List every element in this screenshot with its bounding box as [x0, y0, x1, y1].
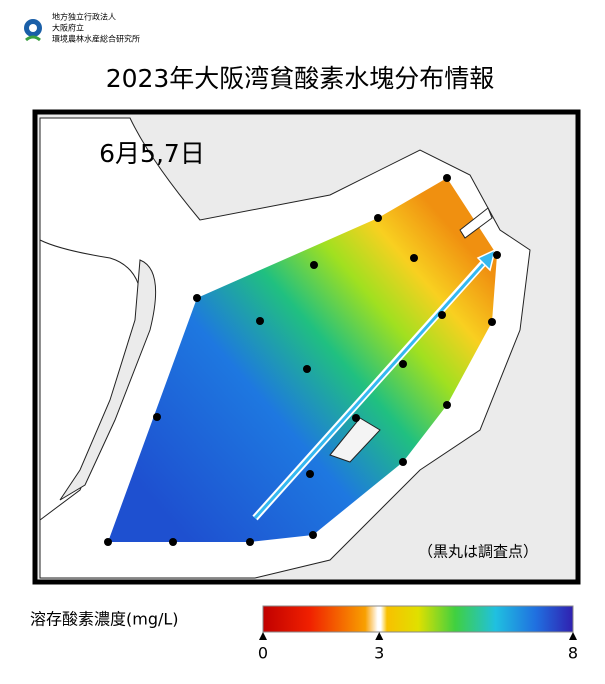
note: （黒丸は調査点）: [418, 543, 538, 561]
date-label: 6月5,7日: [99, 139, 205, 168]
logo: [24, 19, 42, 42]
island: [459, 207, 493, 239]
tick-mark: [375, 632, 384, 640]
oxygen-field: [108, 178, 497, 542]
org-line: 環境農林水産総合研究所: [52, 34, 140, 44]
title: 2023年大阪湾貧酸素水塊分布情報: [106, 64, 495, 93]
colorbar: [262, 605, 574, 633]
org-line: 地方独立行政法人: [52, 12, 116, 22]
map: [32, 109, 581, 585]
stations: [104, 174, 501, 546]
tick-mark: [259, 632, 267, 640]
org-line: 大阪府立: [52, 23, 84, 33]
legend-label: 溶存酸素濃度(mg/L): [30, 610, 179, 629]
tick-label: 8: [568, 644, 578, 663]
tick-label: 0: [258, 644, 268, 663]
tick-label: 3: [374, 644, 384, 663]
arrow-head: [476, 248, 497, 272]
awaji-island: [59, 259, 157, 501]
arrow: [253, 260, 487, 520]
tick-mark: [569, 632, 577, 640]
airport-island: [329, 417, 381, 463]
frame: [32, 109, 581, 585]
